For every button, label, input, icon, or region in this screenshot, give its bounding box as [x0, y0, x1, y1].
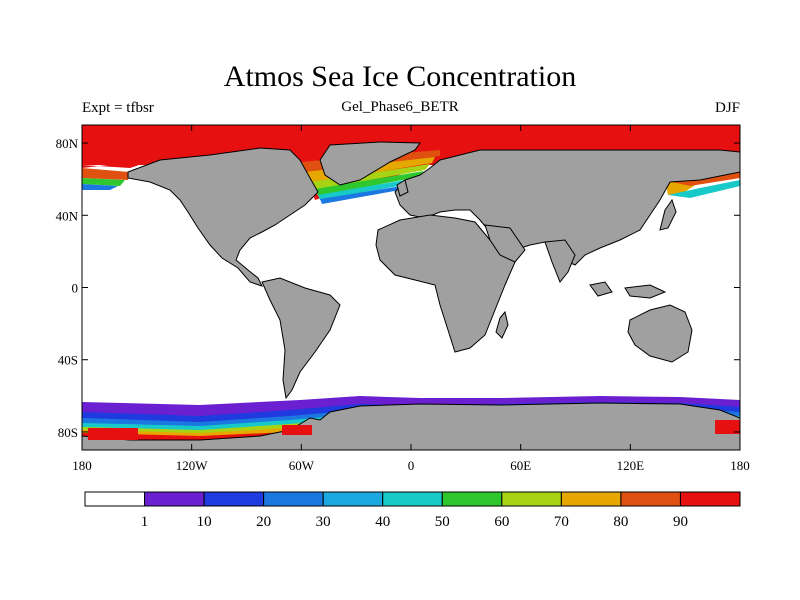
colorbar-label: 10: [197, 514, 212, 530]
colorbar-label: 40: [375, 514, 390, 530]
colorbar: 1 10 20 30 40 50 60 70 80 90: [84, 491, 741, 530]
x-tick-label: 180: [72, 458, 92, 473]
colorbar-segment: [203, 491, 265, 507]
colorbar-label: 1: [141, 514, 149, 530]
chart-title: Atmos Sea Ice Concentration: [223, 60, 577, 93]
x-tick-label: 120W: [176, 458, 209, 473]
y-tick-label: 80S: [58, 425, 78, 440]
season-label: DJF: [714, 100, 740, 116]
colorbar-segment: [620, 491, 681, 507]
x-tick-label: 60W: [289, 458, 315, 473]
colorbar-segment: [679, 491, 741, 507]
experiment-label: Expt = tfbsr: [82, 100, 154, 116]
colorbar-segment: [382, 491, 443, 507]
land: [82, 141, 740, 450]
colorbar-segment: [560, 491, 622, 507]
x-tick-label: 0: [408, 458, 415, 473]
colorbar-segment: [441, 491, 503, 507]
chart-subtitle: Gel_Phase6_BETR: [341, 99, 459, 115]
x-tick-label: 180: [730, 458, 750, 473]
y-tick-label: 40S: [58, 353, 78, 368]
colorbar-label: 20: [256, 514, 271, 530]
colorbar-label: 80: [613, 514, 628, 530]
y-axis: 80N 40N 0 40S 80S: [56, 136, 740, 440]
colorbar-label: 50: [435, 514, 450, 530]
colorbar-segment: [263, 491, 324, 507]
colorbar-label: 30: [316, 514, 331, 530]
y-tick-label: 80N: [56, 136, 79, 151]
colorbar-label: 60: [494, 514, 509, 530]
x-tick-label: 60E: [510, 458, 531, 473]
map-layer: [82, 125, 740, 450]
colorbar-label: 90: [673, 514, 688, 530]
colorbar-label: 70: [554, 514, 569, 530]
colorbar-segment: [84, 491, 146, 507]
colorbar-segment: [322, 491, 384, 507]
colorbar-segment: [144, 491, 205, 507]
colorbar-segment: [501, 491, 562, 507]
antarctic-high-concentration: [88, 420, 740, 440]
x-axis: 180 120W 60W 0 60E 120E 180: [72, 125, 750, 473]
y-tick-label: 0: [72, 281, 79, 296]
x-tick-label: 120E: [617, 458, 645, 473]
y-tick-label: 40N: [56, 208, 79, 223]
